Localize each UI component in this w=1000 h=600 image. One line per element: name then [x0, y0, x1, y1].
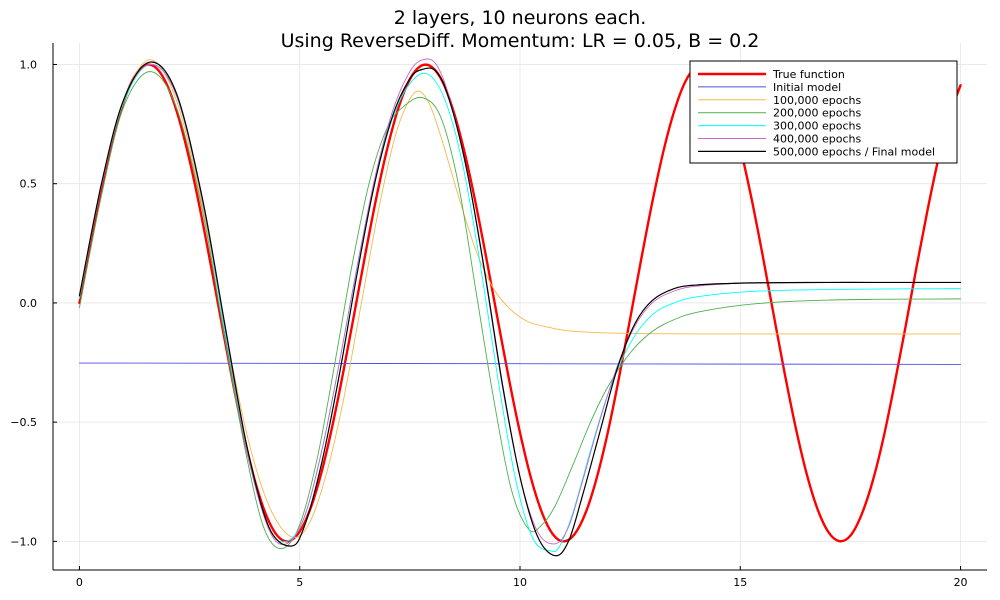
series-line-200-000-epochs: [78, 71, 962, 550]
y-tick-label: −1.0: [10, 535, 37, 548]
x-tick-label: 20: [954, 576, 968, 589]
x-tick-label: 15: [733, 576, 747, 589]
series-group: [78, 58, 962, 557]
legend-label-500-000-epochs-final-model: 500,000 epochs / Final model: [773, 145, 935, 158]
series-line-300-000-epochs: [78, 64, 962, 553]
y-tick-label: −0.5: [10, 416, 37, 429]
legend-label-true-function: True function: [772, 68, 845, 81]
y-tick-label: 0.5: [20, 178, 38, 191]
x-tick-label: 5: [296, 576, 303, 589]
legend-label-200-000-epochs: 200,000 epochs: [773, 107, 861, 120]
chart-title-line-1: 2 layers, 10 neurons each.: [394, 7, 647, 29]
legend-label-100-000-epochs: 100,000 epochs: [773, 94, 861, 107]
y-tick-label: 0.0: [20, 297, 38, 310]
legend-label-300-000-epochs: 300,000 epochs: [773, 120, 861, 133]
series-line-initial-model: [78, 362, 962, 365]
series-line-500-000-epochs-final-model: [78, 61, 962, 557]
chart-title-line-2: Using ReverseDiff. Momentum: LR = 0.05, …: [281, 30, 760, 52]
axes: 0 5 10 15 20 −1.0 −0.5 0.0 0.5 1.0: [10, 43, 987, 589]
legend-label-initial-model: Initial model: [773, 81, 841, 94]
x-tick-label: 0: [76, 576, 83, 589]
y-tick-label: 1.0: [20, 58, 38, 71]
legend-label-400-000-epochs: 400,000 epochs: [773, 133, 861, 146]
x-tick-label: 10: [513, 576, 527, 589]
legend-box: [689, 60, 958, 164]
